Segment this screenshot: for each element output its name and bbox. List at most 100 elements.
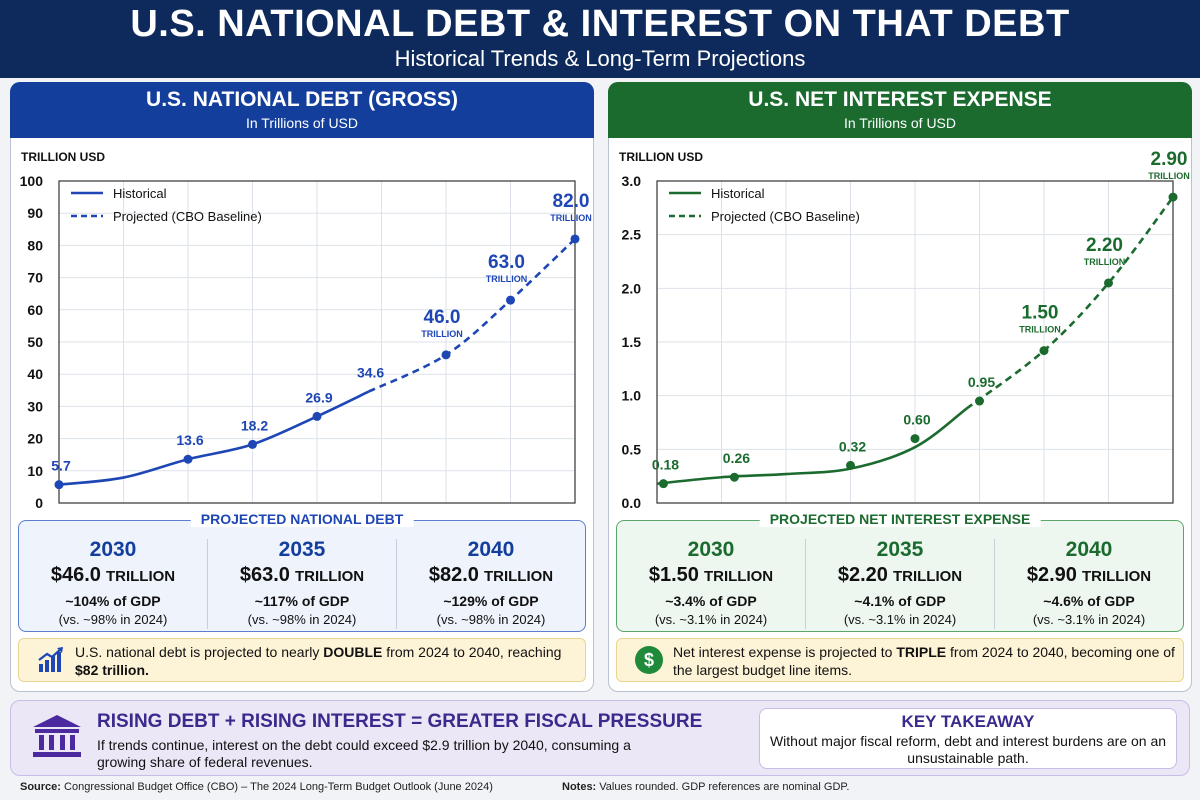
projection-year: 2040 [1065, 538, 1113, 561]
data-label-unit: TRILLION [421, 329, 463, 339]
y-tick-label: 60 [27, 302, 43, 318]
y-tick-label: 30 [27, 398, 43, 414]
data-label: 82.0 [553, 191, 590, 212]
y-tick-label: 0.5 [622, 441, 642, 457]
data-label: 2.90 [1151, 149, 1188, 170]
data-point [312, 411, 322, 421]
data-label: 46.0 [424, 307, 461, 328]
projection-gdp: ~117% of GDP [254, 593, 350, 609]
data-label: 0.60 [903, 412, 930, 428]
legend-label: Historical [113, 186, 167, 201]
note-emphasis: $82 trillion. [75, 662, 149, 678]
page-subtitle: Historical Trends & Long-Term Projection… [394, 46, 806, 71]
y-tick-label: 90 [27, 205, 43, 221]
y-tick-label: 70 [27, 270, 43, 286]
notes-text: Values rounded. GDP references are nomin… [596, 781, 850, 793]
interest-line-chart: TRILLION USD 0.0 0.5 1.0 1.5 2.0 2.5 3.0 2000 200… [619, 149, 1190, 513]
bank-icon [33, 715, 81, 757]
projection-gdp: ~104% of GDP [65, 593, 161, 609]
interest-projections-box: PROJECTED NET INTEREST EXPENSE 2030 $1.5… [616, 511, 1184, 632]
banner-description: If trends continue, interest on the debt… [97, 737, 631, 770]
page-header: U.S. NATIONAL DEBT & INTEREST ON THAT DE… [0, 0, 1200, 78]
data-point [506, 295, 515, 305]
footer-notes: Notes: Values rounded. GDP references ar… [562, 781, 849, 793]
fiscal-pressure-banner: RISING DEBT + RISING INTEREST = GREATER … [10, 700, 1190, 776]
debt-projection-2040: 2040 $82.0 TRILLION ~129% of GDP (vs. ~9… [397, 539, 585, 629]
source-label: Source: [20, 781, 61, 793]
x-tick-label: 2005 [706, 512, 737, 513]
chart-growth-icon [38, 647, 63, 672]
data-point [441, 350, 451, 360]
x-tick-label: 2040 [1157, 512, 1188, 513]
y-tick-label: 1.5 [622, 334, 642, 350]
projection-amount: $1.50 [648, 564, 699, 586]
debt-note: U.S. national debt is projected to nearl… [18, 638, 586, 682]
data-label: 2.20 [1086, 235, 1123, 256]
x-tick-label: 2035 [495, 512, 526, 513]
note-emphasis: DOUBLE [323, 644, 383, 660]
projection-amount: $2.20 [837, 564, 888, 586]
y-tick-label: 2.5 [622, 227, 642, 243]
plot-area-frame [58, 180, 576, 504]
notes-label: Notes: [562, 781, 597, 793]
data-point [248, 439, 257, 449]
key-takeaway-title: KEY TAKEAWAY [901, 712, 1035, 731]
data-label: 13.6 [176, 432, 203, 448]
projection-year: 2035 [278, 538, 326, 561]
y-axis-label: TRILLION USD [619, 150, 703, 164]
dollar-icon: $ [635, 646, 663, 674]
note-text: Net interest expense is projected to [673, 644, 897, 660]
projection-year: 2030 [89, 538, 137, 561]
debt-projections-box: PROJECTED NATIONAL DEBT 2030 $46.0 TRILL… [18, 511, 586, 632]
data-point [54, 480, 64, 490]
projected-series-line [965, 196, 1175, 410]
y-tick-label: 100 [20, 173, 44, 189]
data-point [183, 454, 193, 464]
key-takeaway-text: Without major fiscal reform, debt and in… [769, 733, 1167, 766]
legend-label: Historical [711, 186, 765, 201]
projection-unit: TRILLION [294, 568, 365, 585]
projection-year: 2035 [876, 538, 924, 561]
data-label: 0.95 [968, 374, 995, 390]
data-label: 18.2 [241, 417, 268, 433]
interest-panel-header: U.S. NET INTEREST EXPENSE In Trillions o… [608, 82, 1192, 138]
data-label-unit: TRILLION [1084, 257, 1126, 267]
projection-gdp: ~4.1% of GDP [854, 593, 946, 609]
data-label-unit: TRILLION [1019, 325, 1061, 335]
debt-line-chart: TRILLION USD0102030405060708090100200020… [20, 150, 592, 513]
x-tick-label: 2000 [641, 512, 672, 513]
projection-year: 2030 [687, 538, 735, 561]
legend-label: Projected (CBO Baseline) [113, 209, 262, 224]
projection-comparison: (vs. ~3.1% in 2024) [654, 612, 768, 627]
interest-projections-title: PROJECTED NET INTEREST EXPENSE [759, 511, 1041, 527]
x-tick-label: 2030 [430, 512, 461, 513]
projected-series-line [368, 238, 576, 393]
note-text: from 2024 to 2040, becoming one of the l… [673, 644, 1175, 678]
projection-comparison: (vs. ~98% in 2024) [247, 612, 357, 627]
interest-projection-2030: 2030 $1.50 TRILLION ~3.4% of GDP (vs. ~3… [617, 539, 806, 629]
projection-gdp: ~4.6% of GDP [1043, 593, 1135, 609]
y-tick-label: 2.0 [622, 280, 642, 296]
projection-comparison: (vs. ~3.1% in 2024) [1032, 612, 1146, 627]
data-point [910, 434, 920, 444]
source-citation: Source: Congressional Budget Office (CBO… [20, 781, 493, 793]
x-tick-label: 2035 [1093, 512, 1124, 513]
projection-amount: $2.90 [1026, 564, 1077, 586]
data-label: 0.26 [723, 450, 750, 466]
page-title: U.S. NATIONAL DEBT & INTEREST ON THAT DE… [130, 3, 1070, 45]
projection-gdp: ~129% of GDP [443, 593, 539, 609]
data-point [1104, 278, 1113, 288]
note-text: U.S. national debt is projected to nearl… [75, 644, 324, 660]
historical-series-line [656, 407, 968, 485]
y-tick-label: 80 [27, 237, 43, 253]
banner-headline: RISING DEBT + RISING INTEREST = GREATER … [97, 711, 703, 732]
data-label: 0.32 [839, 438, 866, 454]
y-tick-label: 3.0 [622, 173, 642, 189]
projection-unit: TRILLION [483, 568, 554, 585]
interest-panel: U.S. NET INTEREST EXPENSE In Trillions o… [608, 82, 1192, 692]
projection-amount: $46.0 [50, 564, 101, 586]
data-point [729, 472, 739, 482]
x-tick-label: 2040 [559, 512, 590, 513]
key-takeaway-box: KEY TAKEAWAY Without major fiscal reform… [759, 708, 1177, 769]
interest-panel-subtitle: In Trillions of USD [843, 115, 957, 131]
